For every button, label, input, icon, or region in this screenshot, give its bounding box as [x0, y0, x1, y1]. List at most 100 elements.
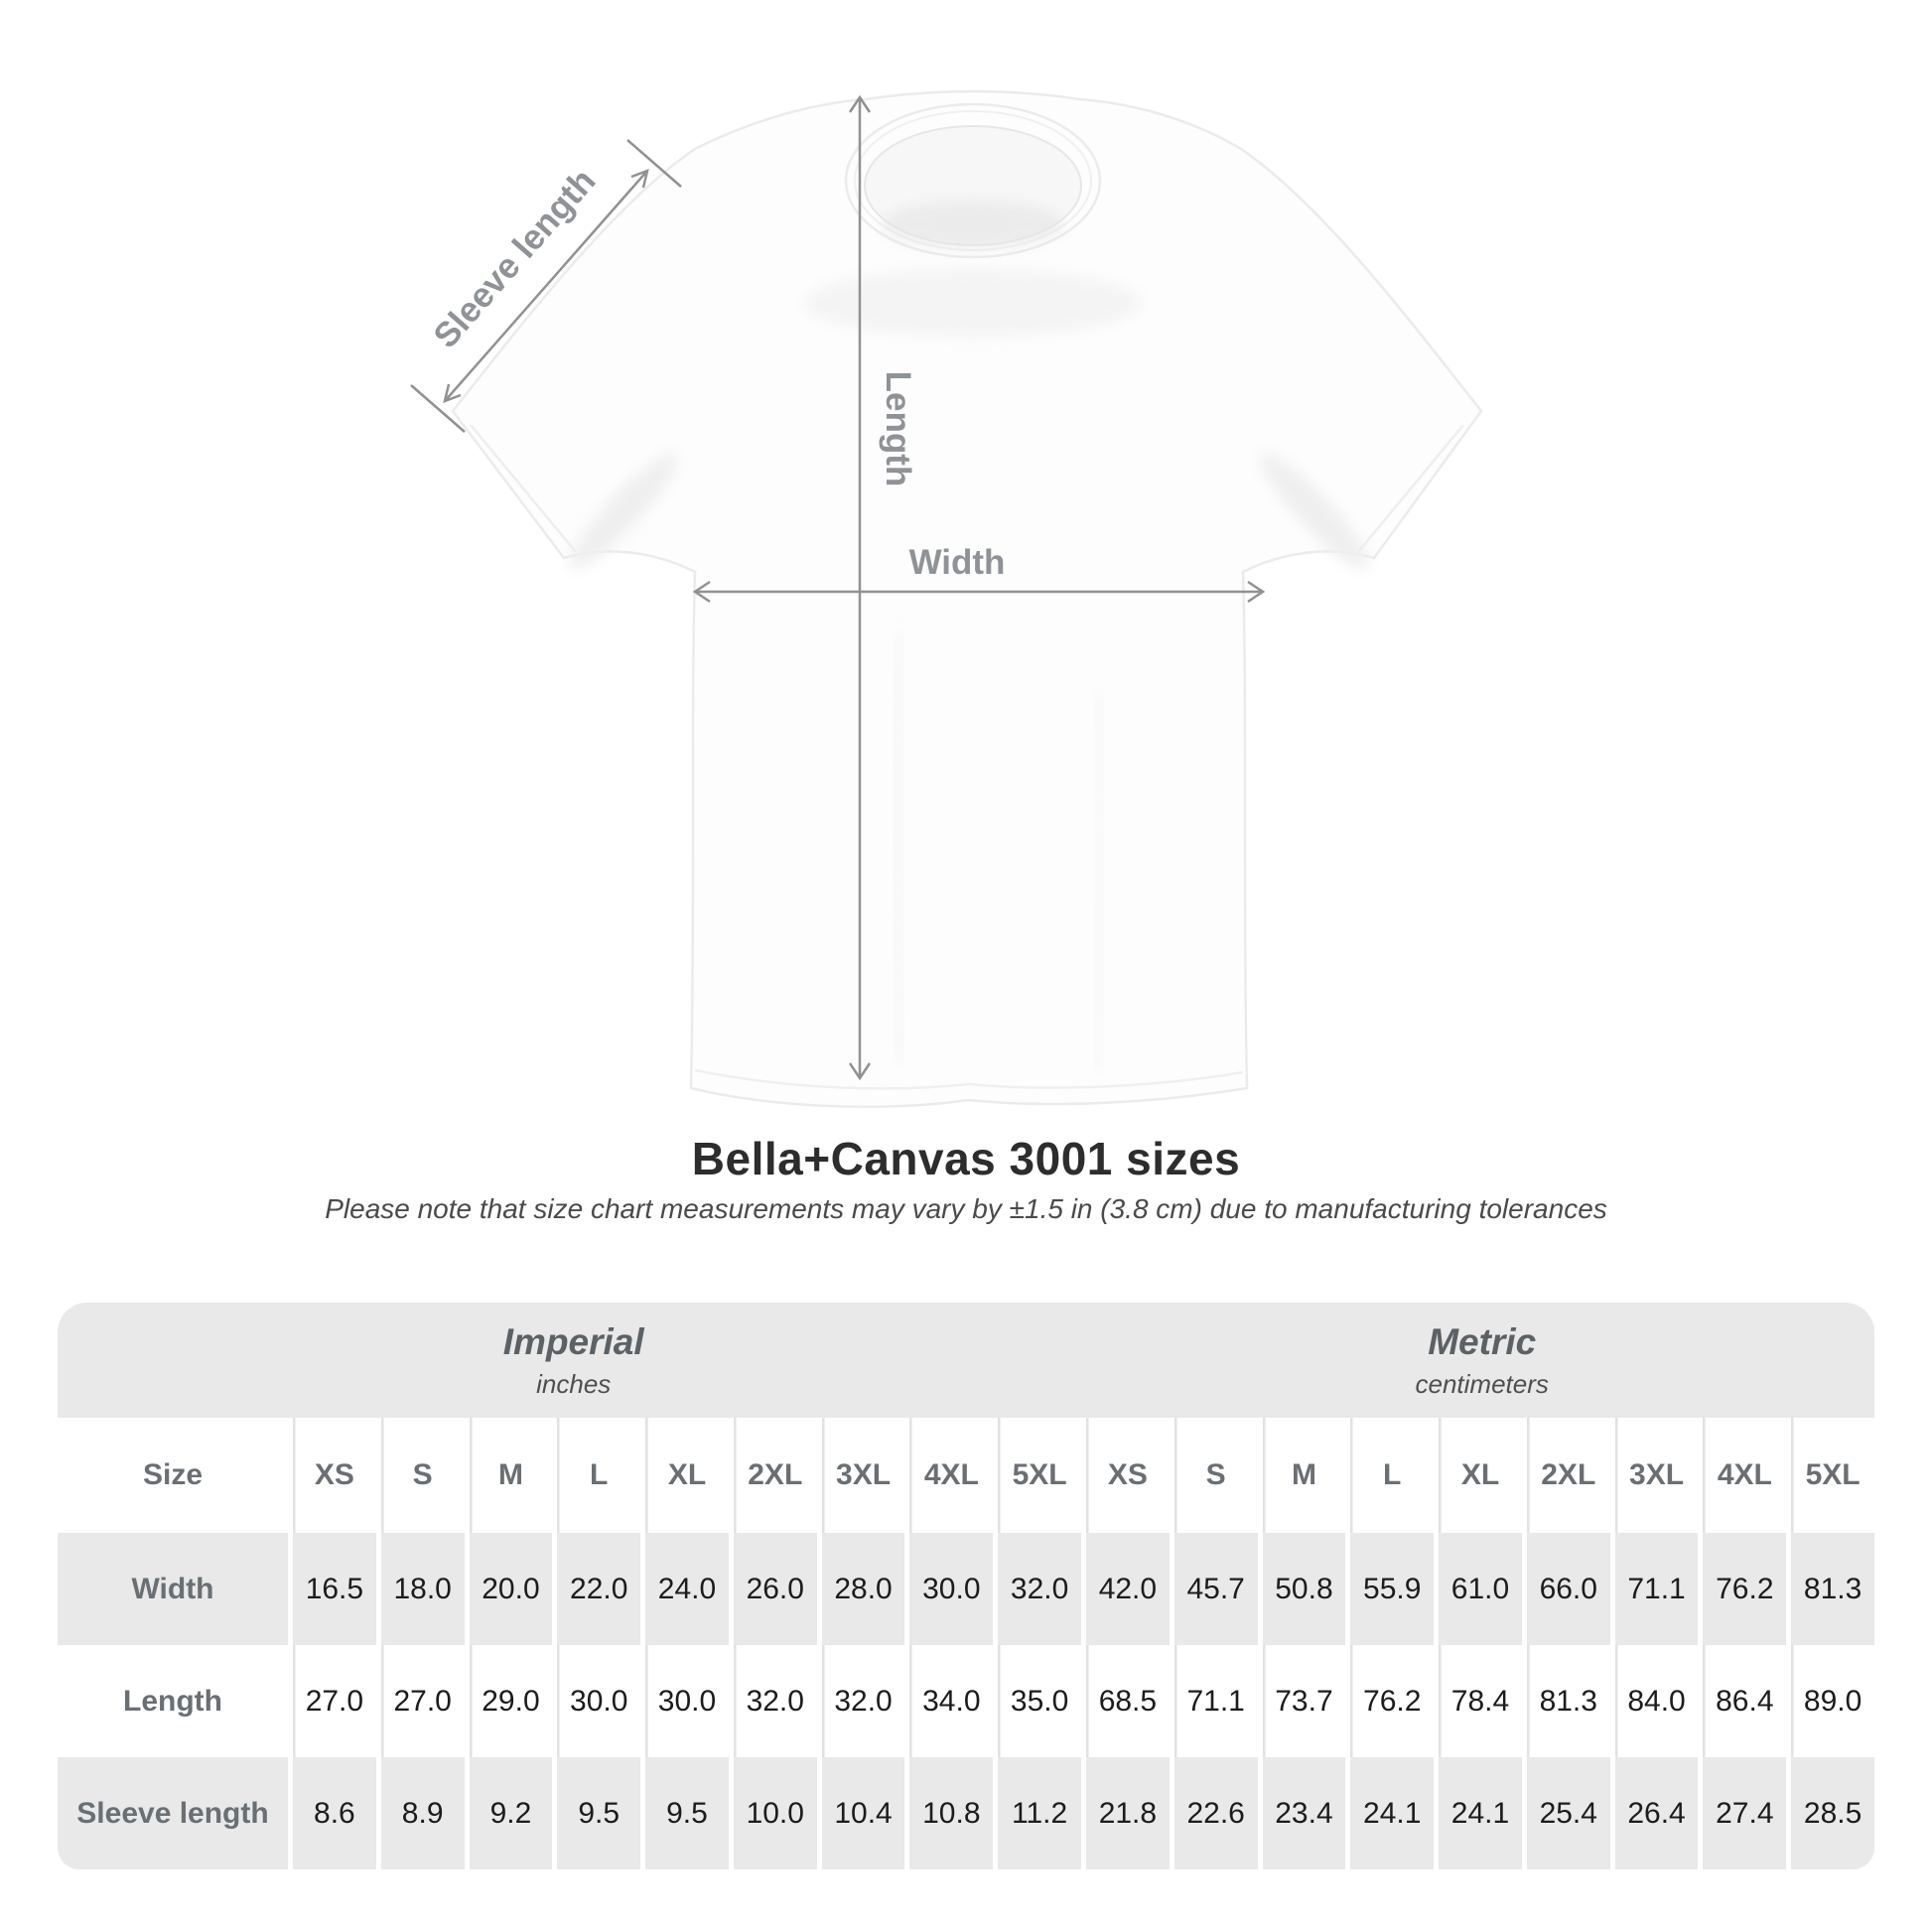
value-cell: 18.0 [375, 1533, 465, 1645]
unit-imperial: Imperial inches [58, 1303, 1089, 1418]
value-cell: 20.0 [464, 1533, 553, 1645]
value-cell: 42.0 [1081, 1533, 1170, 1645]
value-cell: 11.2 [993, 1757, 1081, 1869]
cuff-seam-right [1357, 424, 1464, 553]
value-cell: 34.0 [904, 1645, 994, 1757]
value-cell: 26.0 [728, 1533, 817, 1645]
value-cell: 26.4 [1609, 1757, 1699, 1869]
page-title: Bella+Canvas 3001 sizes [691, 1133, 1241, 1184]
width-arrowhead-left [692, 580, 711, 604]
value-cell: 8.6 [288, 1757, 376, 1869]
value-cell: 81.3 [1521, 1645, 1610, 1757]
value-cell: 9.5 [552, 1757, 641, 1869]
sleeve-tick-bottom [410, 384, 466, 433]
size-header-cell: XS [288, 1418, 376, 1533]
value-cell: 10.8 [904, 1757, 994, 1869]
value-cell: 61.0 [1434, 1533, 1522, 1645]
width-label: Width [909, 543, 1006, 582]
size-header-cell: L [552, 1418, 641, 1533]
unit-header-row: Imperial inches Metric centimeters [58, 1303, 1874, 1418]
value-cell: 76.2 [1698, 1533, 1787, 1645]
value-cell: 28.0 [816, 1533, 905, 1645]
value-cell: 76.2 [1345, 1645, 1435, 1757]
size-grid: Size XS S M L XL 2XL 3XL 4XL 5XL XS S M L XL 2XL 3XL 4XL 5… [58, 1418, 1874, 1869]
value-cell: 21.8 [1081, 1757, 1170, 1869]
row-label: Width [58, 1533, 288, 1645]
value-cell: 28.5 [1786, 1757, 1874, 1869]
value-cell: 32.0 [816, 1645, 905, 1757]
value-cell: 81.3 [1786, 1533, 1874, 1645]
sleeve-arrowhead-bottom [443, 383, 462, 403]
value-cell: 32.0 [993, 1533, 1081, 1645]
value-cell: 71.1 [1169, 1645, 1258, 1757]
value-cell: 10.4 [816, 1757, 905, 1869]
body-crease-left [893, 634, 904, 1063]
value-cell: 68.5 [1081, 1645, 1170, 1757]
sleeve-arrow-line [444, 170, 648, 402]
tshirt-diagram: Sleeve length Length Width [410, 89, 1483, 1108]
size-header-cell: XL [1434, 1418, 1522, 1533]
length-arrowhead-top [848, 94, 872, 113]
size-header-cell: 3XL [816, 1418, 905, 1533]
sleeve-shadow-left [569, 453, 678, 570]
size-header-cell: S [1169, 1418, 1258, 1533]
sleeve-shadow-right [1260, 453, 1369, 570]
sleeve-arrowhead-top [630, 169, 649, 189]
value-cell: 32.0 [728, 1645, 817, 1757]
value-cell: 89.0 [1786, 1645, 1874, 1757]
size-header-cell: 2XL [728, 1418, 817, 1533]
unit-imperial-sub: inches [536, 1368, 612, 1399]
tshirt-body [451, 89, 1483, 1108]
collar-inner-shadow [882, 201, 1064, 248]
value-cell: 24.0 [640, 1533, 729, 1645]
length-label: Length [879, 371, 917, 487]
unit-metric: Metric centimeters [1089, 1303, 1874, 1418]
size-table: Imperial inches Metric centimeters Size X… [58, 1303, 1874, 1869]
value-cell: 24.1 [1345, 1757, 1435, 1869]
value-cell: 71.1 [1609, 1533, 1699, 1645]
value-cell: 27.4 [1698, 1757, 1787, 1869]
row-label: Sleeve length [58, 1757, 288, 1869]
value-cell: 22.0 [552, 1533, 641, 1645]
value-cell: 25.4 [1521, 1757, 1610, 1869]
value-cell: 86.4 [1698, 1645, 1787, 1757]
unit-metric-name: Metric [1428, 1320, 1537, 1362]
size-header-cell: M [464, 1418, 553, 1533]
value-cell: 66.0 [1521, 1533, 1610, 1645]
value-cell: 23.4 [1257, 1757, 1346, 1869]
size-header-cell: M [1257, 1418, 1346, 1533]
value-cell: 35.0 [993, 1645, 1081, 1757]
page-subtitle: Please note that size chart measurements… [325, 1193, 1607, 1224]
size-header-cell: L [1345, 1418, 1435, 1533]
body-shading [804, 269, 1142, 337]
cuff-seam-left [470, 424, 577, 553]
value-cell: 84.0 [1609, 1645, 1699, 1757]
body-crease-right [1093, 694, 1105, 1071]
collar-stitch [854, 110, 1092, 251]
sleeve-tick-top [626, 139, 682, 188]
value-cell: 9.2 [464, 1757, 553, 1869]
value-cell: 78.4 [1434, 1645, 1522, 1757]
value-cell: 22.6 [1169, 1757, 1258, 1869]
value-cell: 30.0 [552, 1645, 641, 1757]
value-cell: 29.0 [464, 1645, 553, 1757]
value-cell: 24.1 [1434, 1757, 1522, 1869]
size-header-cell: XL [640, 1418, 729, 1533]
hem-seam [694, 1068, 1244, 1090]
width-arrowhead-right [1247, 580, 1266, 604]
value-cell: 30.0 [640, 1645, 729, 1757]
value-cell: 30.0 [904, 1533, 994, 1645]
value-cell: 50.8 [1257, 1533, 1346, 1645]
value-cell: 27.0 [375, 1645, 465, 1757]
measurement-annotations [410, 94, 1266, 1081]
size-header-cell: XS [1081, 1418, 1170, 1533]
value-cell: 45.7 [1169, 1533, 1258, 1645]
tshirt-graphic [451, 89, 1483, 1108]
size-header-cell: 5XL [993, 1418, 1081, 1533]
value-cell: 27.0 [288, 1645, 376, 1757]
size-col-header: Size [58, 1418, 288, 1533]
unit-imperial-name: Imperial [502, 1320, 644, 1362]
value-cell: 10.0 [728, 1757, 817, 1869]
value-cell: 73.7 [1257, 1645, 1346, 1757]
